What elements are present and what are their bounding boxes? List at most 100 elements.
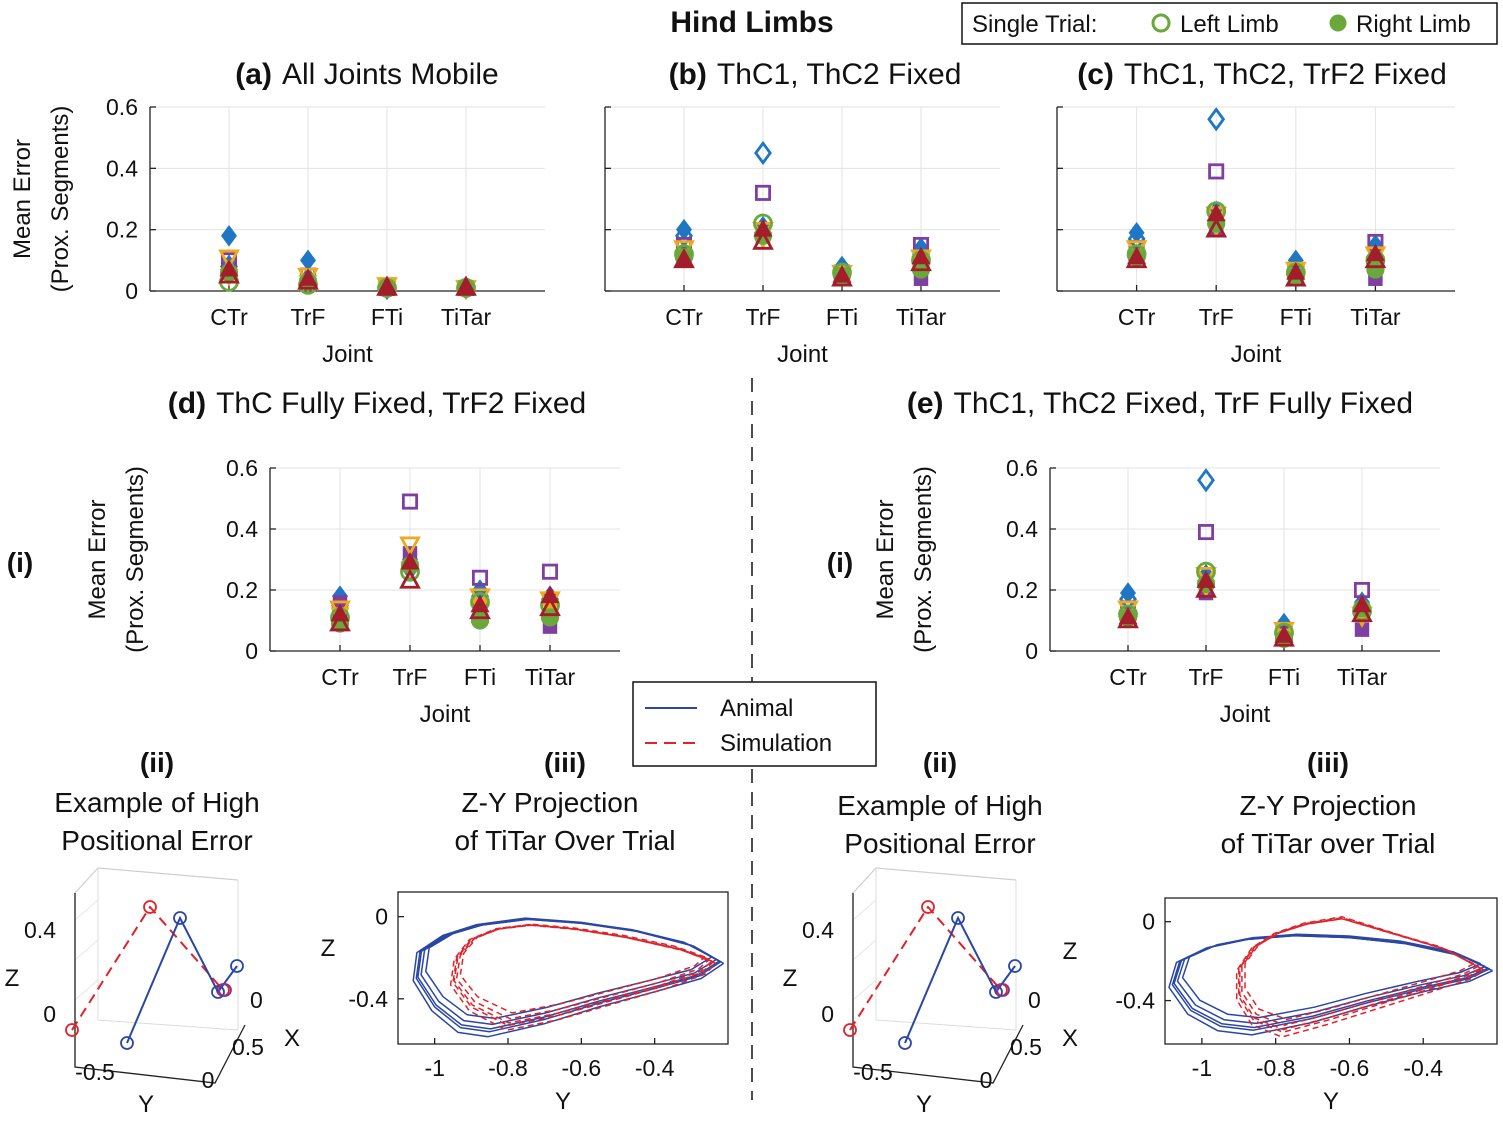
x-tick-label: FTi (371, 304, 403, 330)
scatter-panel-e: 0 0.2 0.4 0.6 CTr TrF FTi TiTar Joint Mean Error (… (872, 455, 1440, 728)
panel-c-title: (c) ThC1, ThC2, TrF2 Fixed (1077, 58, 1447, 91)
x-axis-label: X (284, 1025, 300, 1052)
data-point-red-triangle-up (1118, 606, 1138, 625)
x-axis-label: X (1062, 1025, 1078, 1052)
legend-prefix: Single Trial: (972, 11, 1097, 38)
x-tick-label: TiTar (441, 304, 492, 330)
box-back-edges (852, 867, 1017, 1065)
animal-leg (126, 915, 238, 1044)
data-point-purple-square (471, 569, 489, 586)
y-tick-label: 0.4 (226, 516, 258, 542)
simulation-trace (452, 924, 714, 1027)
y-tick-label: 0 (125, 278, 138, 304)
y-tick-label: 0 (1142, 909, 1155, 935)
y-tick-label: 0 (1025, 638, 1038, 664)
e-iii-title-2: of TiTar over Trial (1221, 828, 1436, 859)
x-tick-label: -0.4 (1403, 1055, 1443, 1081)
projection-panel-d-iii: -1 -0.8 -0.6 -0.4 -0.4 0 Y Z (321, 891, 729, 1115)
data-point-red-triangle-up (752, 229, 774, 250)
x-tick-label: FTi (464, 664, 496, 690)
y-axis-label: Y (138, 1091, 154, 1118)
legend-right-marker (1329, 14, 1347, 32)
x-tick-label: TiTar (525, 664, 576, 690)
data-point-purple-square (401, 493, 419, 510)
d-ii-tag: (ii) (140, 747, 174, 778)
simulation-leg (849, 905, 1002, 1031)
x-tick-label: -1 (1192, 1055, 1212, 1081)
data-point-purple-square (1197, 524, 1215, 541)
data-point-red-triangle-up (1274, 625, 1294, 643)
y-axis-label: (Prox. Segments) (122, 466, 149, 653)
animal-joint (989, 985, 1003, 999)
data-point-red-triangle-up (377, 277, 397, 295)
panel-d-title: (d) ThC Fully Fixed, TrF2 Fixed (168, 387, 586, 420)
side-label-d-i: (i) (7, 547, 33, 578)
y-tick-label: 0.2 (106, 217, 138, 243)
data-point-purple-square (1208, 163, 1225, 180)
e-ii-title-2: Positional Error (844, 828, 1035, 859)
x-tick-label: -1 (424, 1055, 444, 1081)
grid-line (852, 939, 877, 961)
legend-animal-label: Animal (720, 695, 793, 722)
data-point-red-triangle-up (1127, 246, 1147, 265)
axes-front (852, 893, 1024, 1084)
y-tick-label: 0 (245, 638, 258, 664)
x-tick-label: TrF (1199, 304, 1234, 330)
panel-e-tag: (e) (907, 387, 944, 420)
data-point-red-triangle-up (400, 551, 420, 570)
legend-single-trial: Single Trial: Left Limb Right Limb (961, 2, 1498, 45)
simulation-joint (143, 900, 157, 914)
data-point-red-triangle-up (1286, 261, 1306, 280)
example-3d-panel-d-ii: 0.4 0 -0.5 0 0 0.5 Y Z X (5, 867, 300, 1118)
x-tick-label: TrF (746, 304, 781, 330)
data-point-red-triangle-up (298, 268, 318, 286)
panel-e-title-text: ThC1, ThC2 Fixed, TrF Fully Fixed (954, 387, 1414, 420)
z-tick-label: 0 (821, 1001, 834, 1027)
data-point-orange-triangle-down (469, 588, 491, 609)
y-tick-label: 0.4 (1006, 516, 1038, 542)
x-tick-label: TrF (291, 304, 326, 330)
plot-frame (397, 891, 729, 1045)
data-point-red-triangle-up (911, 246, 931, 265)
x-axis-label: Joint (1231, 341, 1282, 368)
y-axis-label: Z (1063, 938, 1078, 965)
legend-box (961, 2, 1498, 45)
panel-d-title-text: ThC Fully Fixed, TrF2 Fixed (216, 387, 586, 420)
data-point-blue-diamond (754, 140, 772, 166)
y-axis-label: Mean Error (84, 499, 111, 619)
y-tick-label: 0 (375, 904, 388, 930)
example-3d-panel-e-ii: 0.4 0 -0.5 0 0 0.5 Y Z X (783, 867, 1078, 1118)
panel-a-tag: (a) (235, 58, 272, 91)
x-tick-label: -0.8 (1256, 1055, 1296, 1081)
grid-line (74, 899, 99, 921)
panel-a-title: (a) All Joints Mobile (235, 58, 498, 91)
data-point-red-triangle-up (399, 568, 421, 589)
x-tick-label: 0 (1028, 987, 1041, 1013)
x-tick-label: -0.6 (1330, 1055, 1370, 1081)
data-point-red-triangle-up (674, 249, 694, 268)
data-point-purple-square (754, 184, 772, 201)
z-tick-label: 0.4 (24, 917, 56, 943)
x-tick-label: FTi (1268, 664, 1300, 690)
animal-joint (898, 1036, 912, 1050)
panel-c-tag: (c) (1077, 58, 1114, 91)
animal-trace (415, 917, 722, 1033)
e-iii-tag: (iii) (1307, 747, 1349, 778)
e-iii-title-1: Z-Y Projection (1240, 790, 1417, 821)
panel-b-tag: (b) (669, 58, 707, 91)
d-iii-title-1: Z-Y Projection (462, 787, 639, 818)
panel-b-title-text: ThC1, ThC2 Fixed (717, 58, 962, 91)
data-point-green-circle (540, 608, 560, 627)
animal-joint (173, 911, 187, 925)
x-tick-label: TiTar (896, 304, 947, 330)
animal-joint (211, 985, 225, 999)
data-point-red-triangle-up (1352, 594, 1372, 613)
y-axis-label: (Prox. Segments) (910, 466, 937, 653)
x-axis-label: Joint (322, 341, 373, 368)
data-point-red-triangle-up (539, 596, 561, 617)
scatter-panel-a: 0 0.2 0.4 0.6 CTr TrF FTi TiTar Joint Mean Error (… (9, 94, 545, 368)
animal-joint (1008, 959, 1022, 973)
x-axis-label: Joint (420, 701, 471, 728)
animal-trace (1181, 933, 1482, 1019)
simulation-joint (921, 900, 935, 914)
